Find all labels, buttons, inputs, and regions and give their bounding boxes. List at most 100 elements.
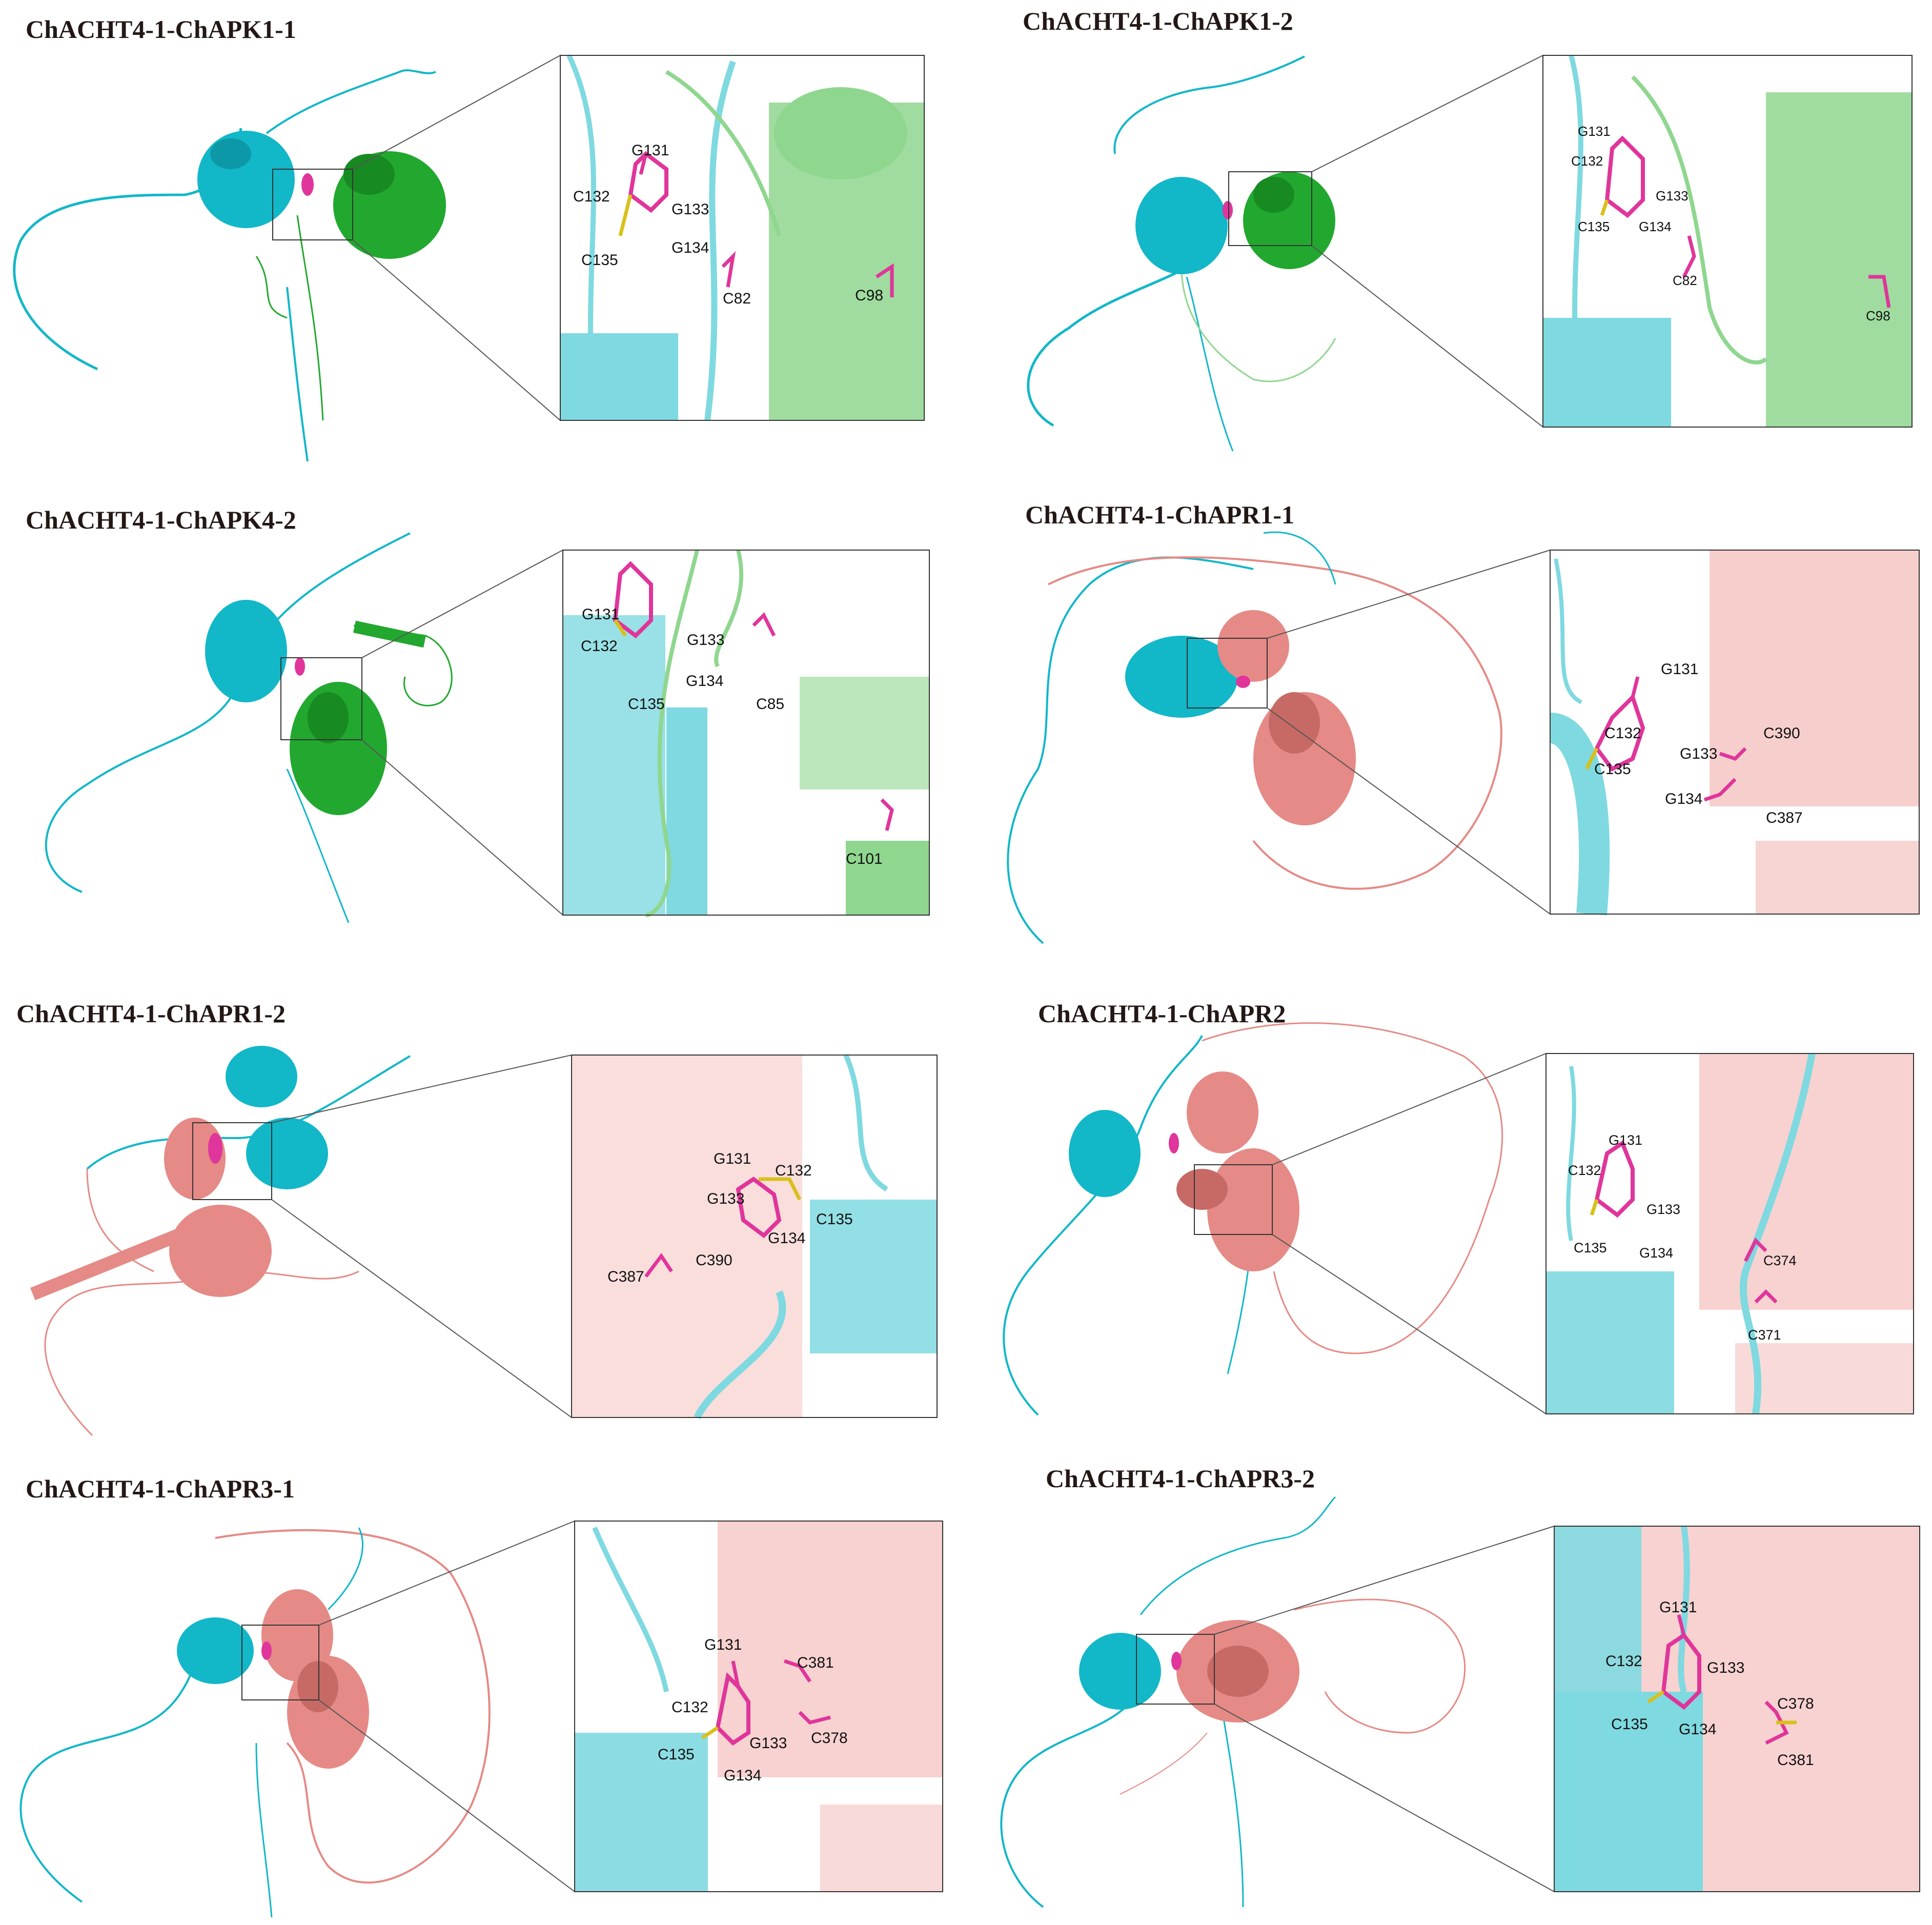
residue-label: G131	[1578, 124, 1611, 139]
panel-figure: G131 C132 G133 C135 G134 C82 C98	[1027, 54, 1913, 452]
zoom-connector	[318, 1699, 575, 1892]
residue-label: C378	[811, 1730, 848, 1747]
zoom-connector	[352, 239, 561, 421]
zoom-connector	[1214, 1526, 1555, 1635]
residue-label: C381	[1777, 1752, 1814, 1769]
residue-label: C132	[1571, 153, 1603, 169]
overview-structure	[19, 1527, 491, 1918]
residue-label: C390	[696, 1252, 733, 1269]
zoom-inset: G131 C132 G133 G134 C135 C85 C101	[562, 550, 930, 917]
residue-label: G131	[582, 606, 619, 623]
panel-figure: G131 C132 G133 G134 C135 C85 C101	[45, 532, 930, 923]
panel-figure: G131 C132 G133 C135 G134 C82 C98	[13, 54, 925, 462]
zoom-inset: G131 C132 C390 G133 C135 G134 C387	[1549, 550, 1920, 916]
zoom-connector	[352, 55, 561, 170]
zoom-inset: G131 C132 G133 C378 C135 G134 C381	[1554, 1526, 1920, 1892]
residue-label: C135	[581, 252, 618, 269]
panel-3: ChACHT4-1-ChAPK4-2	[0, 482, 966, 969]
panel-6: ChACHT4-1-ChAPR2 G131	[966, 984, 1932, 1446]
zoom-connector	[1311, 55, 1543, 172]
overview-structure	[1000, 1496, 1466, 1908]
residue-label: C387	[607, 1268, 644, 1285]
residue-label: C381	[797, 1654, 834, 1671]
residue-label: G134	[768, 1230, 805, 1247]
residue-label: C82	[1673, 273, 1697, 288]
zoom-connector	[1311, 245, 1543, 428]
residue-label: G133	[672, 201, 709, 218]
panel-figure: G131 C132 G133 C135 G134 C387 C390	[30, 1046, 938, 1436]
residue-label: C82	[723, 290, 751, 307]
residue-label: C132	[573, 188, 610, 205]
residue-label: C374	[1763, 1253, 1797, 1268]
overview-structure	[45, 532, 453, 923]
overview-structure	[30, 1046, 411, 1436]
residue-label: C98	[855, 287, 883, 304]
panel-title: ChACHT4-1-ChAPR2	[1038, 999, 1286, 1028]
residue-label: G131	[1609, 1132, 1642, 1148]
residue-label: C98	[1866, 308, 1890, 323]
residue-label: C132	[672, 1699, 708, 1716]
residue-label: G131	[1659, 1599, 1697, 1616]
zoom-inset: G131 C132 G133 C135 G134 C82 C98	[1542, 54, 1913, 428]
residue-label: G134	[672, 239, 709, 256]
zoom-connector	[318, 1521, 575, 1626]
zoom-connector	[1267, 707, 1551, 915]
overview-structure	[13, 69, 446, 462]
panel-title: ChACHT4-1-ChAPR1-2	[16, 999, 286, 1028]
residue-label: G134	[1665, 791, 1702, 807]
residue-label: G133	[1680, 745, 1717, 762]
residue-label: G133	[687, 632, 724, 649]
zoom-connector	[1272, 1234, 1547, 1414]
panel-7: ChACHT4-1-ChAPR3-1	[0, 1446, 966, 1925]
residue-label: C135	[628, 696, 665, 713]
residue-label: C85	[756, 696, 784, 713]
residue-label: C132	[581, 638, 618, 655]
zoom-inset: G131 C132 G133 C135 G134 C387 C390	[571, 1053, 938, 1420]
panel-title: ChACHT4-1-ChAPR3-2	[1046, 1464, 1315, 1493]
residue-label: G131	[704, 1636, 742, 1653]
residue-label: G133	[1656, 188, 1689, 204]
residue-label: C101	[846, 850, 883, 867]
panel-title: ChACHT4-1-ChAPK4-2	[26, 505, 296, 534]
panel-figure: G131 C132 G133 C374 C135 G134 C371	[1003, 1022, 1914, 1416]
residue-label: G133	[1646, 1202, 1680, 1217]
residue-label: G131	[632, 142, 669, 159]
zoom-connector	[1272, 1053, 1547, 1165]
residue-label: C132	[1568, 1163, 1601, 1178]
residue-label: C135	[1574, 1240, 1607, 1255]
residue-label: G134	[1639, 219, 1672, 234]
panel-figure: G131 C132 G133 C378 C135 G134 C381	[1000, 1496, 1920, 1908]
panel-title: ChACHT4-1-ChAPK1-1	[26, 15, 296, 44]
residue-label: G133	[749, 1735, 787, 1752]
panel-2: ChACHT4-1-ChAPK1-2 G131 C13	[966, 0, 1932, 472]
overview-structure	[1003, 1022, 1503, 1416]
residue-label: C135	[1578, 219, 1610, 234]
residue-label: C387	[1766, 809, 1803, 826]
residue-label: C135	[1611, 1716, 1648, 1733]
residue-label: C132	[775, 1162, 812, 1179]
panel-1: ChACHT4-1-ChAPK1-1	[0, 0, 966, 472]
panel-4: ChACHT4-1-ChAPR1-1 G131	[966, 482, 1932, 969]
residue-label: G133	[1707, 1659, 1744, 1676]
residue-label: C135	[1594, 761, 1631, 778]
zoom-connector	[271, 1199, 572, 1418]
overview-structure	[1027, 55, 1336, 452]
panel-title: ChACHT4-1-ChAPR3-1	[26, 1474, 295, 1503]
residue-label: C135	[816, 1211, 853, 1228]
zoom-inset: G131 C132 G133 C135 G134 C82 C98	[560, 54, 925, 421]
panel-title: ChACHT4-1-ChAPK1-2	[1023, 7, 1293, 35]
residue-label: C390	[1763, 725, 1800, 742]
panel-5: ChACHT4-1-ChAPR1-2 G131 C13	[0, 984, 966, 1446]
panel-8: ChACHT4-1-ChAPR3-2	[966, 1446, 1932, 1925]
zoom-connector	[1214, 1704, 1555, 1892]
panel-figure: G131 C132 C390 G133 C135 G134 C387	[1007, 531, 1920, 944]
panel-title: ChACHT4-1-ChAPR1-1	[1025, 500, 1294, 529]
residue-label: G134	[1639, 1245, 1673, 1261]
residue-label: G131	[1661, 661, 1698, 678]
residue-label: C371	[1748, 1327, 1781, 1343]
residue-label: G134	[724, 1767, 761, 1784]
residue-label: G131	[714, 1150, 751, 1167]
residue-label: C378	[1777, 1695, 1814, 1712]
zoom-connector	[1267, 550, 1551, 639]
residue-label: G134	[1679, 1721, 1716, 1738]
